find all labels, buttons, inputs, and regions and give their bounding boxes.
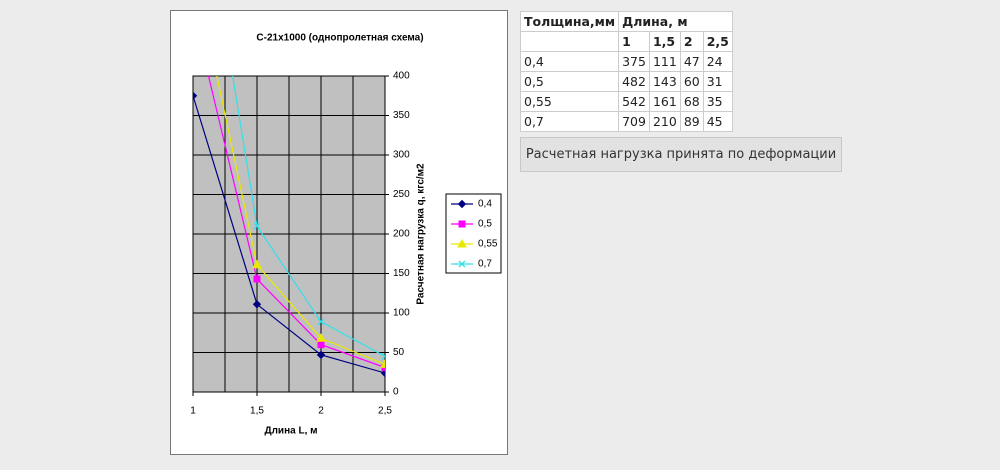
x-tick-label: 1,5: [250, 406, 264, 417]
marker: [316, 333, 326, 342]
y-tick-label: 50: [393, 347, 405, 358]
x-tick-label: 2,5: [378, 406, 392, 417]
marker: [193, 91, 198, 100]
y-tick-label: 150: [393, 268, 410, 279]
table-cell: 31: [702, 71, 733, 92]
legend-label: 0,55: [478, 239, 498, 250]
y-tick-label: 0: [393, 387, 399, 398]
marker: [252, 300, 262, 309]
y-tick-label: 400: [393, 71, 410, 82]
table-cell: 542: [618, 91, 650, 112]
y-tick-label: 350: [393, 110, 410, 121]
table-cell: 375: [618, 51, 650, 72]
marker: [381, 352, 385, 360]
y-tick-label: 300: [393, 150, 410, 161]
table-cell: 210: [648, 111, 681, 132]
y-tick-label: 100: [393, 308, 410, 319]
marker: [458, 260, 466, 268]
legend-label: 0,7: [478, 259, 492, 270]
table-cell: 1,5: [648, 31, 681, 52]
chart-frame: С-21х1000 (однопролетная схема) Длина L,…: [170, 10, 508, 455]
table-cell: 68: [679, 91, 704, 112]
table-cell: 111: [648, 51, 681, 72]
marker: [457, 238, 467, 248]
table-cell: Длина, м: [618, 11, 733, 32]
table-row: 1 1,5 2 2,5: [519, 31, 733, 52]
table-cell: 0,5: [519, 71, 620, 92]
table-cell: Толщина,мм: [519, 11, 620, 32]
series-line: [216, 76, 385, 365]
table-cell: 24: [702, 51, 733, 72]
table-cell: 47: [679, 51, 704, 72]
marker: [253, 222, 261, 230]
table-cell: 161: [648, 91, 681, 112]
table-cell: 2: [679, 31, 704, 52]
y-tick-label: 250: [393, 189, 410, 200]
table-cell: 89: [679, 111, 704, 132]
table-cell: [519, 31, 620, 52]
marker: [190, 11, 196, 14]
plot-content: [190, 11, 385, 378]
legend-label: 0,5: [478, 219, 492, 230]
x-tick-label: 1: [190, 406, 196, 417]
table-cell: 2,5: [702, 31, 733, 52]
chart-title: С-21х1000 (однопролетная схема): [256, 33, 423, 44]
table-cell: 45: [702, 111, 733, 132]
marker: [380, 359, 385, 368]
y-axis-title: Расчетная нагрузка q, кгс/м2: [416, 163, 427, 305]
table-row: 0,4 375 111 47 24: [519, 51, 733, 72]
table-cell: 0,7: [519, 111, 620, 132]
table-cell: 0,4: [519, 51, 620, 72]
button[interactable]: Расчетная нагрузка принята по деформации: [520, 137, 842, 172]
table-row: Толщина,мм Длина, м: [519, 11, 733, 32]
marker: [317, 318, 325, 326]
chart: С-21х1000 (однопролетная схема) Длина L,…: [190, 11, 502, 437]
legend-label: 0,4: [478, 199, 492, 210]
x-axis-title: Длина L, м: [264, 426, 317, 437]
marker: [458, 220, 466, 228]
y-tick-label: 200: [393, 229, 410, 240]
series-line: [207, 76, 385, 369]
marker: [317, 341, 325, 349]
series-line: [232, 76, 385, 357]
table-cell: 0,55: [519, 91, 620, 112]
data-table: Толщина,мм Длина, м 1 1,5 2 2,5 0,4 375 111 47 24 0…: [519, 11, 733, 132]
legend-box: [445, 193, 502, 274]
table-row: 0,7 709 210 89 45: [519, 111, 733, 132]
marker: [316, 350, 326, 360]
marker: [457, 199, 467, 209]
table-cell: 60: [679, 71, 704, 92]
marker: [252, 259, 262, 269]
x-tick-label: 2: [318, 406, 324, 417]
table-row: 0,55 542 161 68 35: [519, 91, 733, 112]
marker: [253, 275, 261, 283]
marker: [380, 368, 385, 378]
table-cell: 709: [618, 111, 650, 132]
table-cell: 1: [618, 31, 650, 52]
table-cell: 143: [648, 71, 681, 92]
table-cell: 35: [702, 91, 733, 112]
table-cell: 482: [618, 71, 650, 92]
series-line: [193, 95, 385, 374]
table-row: 0,5 482 143 60 31: [519, 71, 733, 92]
